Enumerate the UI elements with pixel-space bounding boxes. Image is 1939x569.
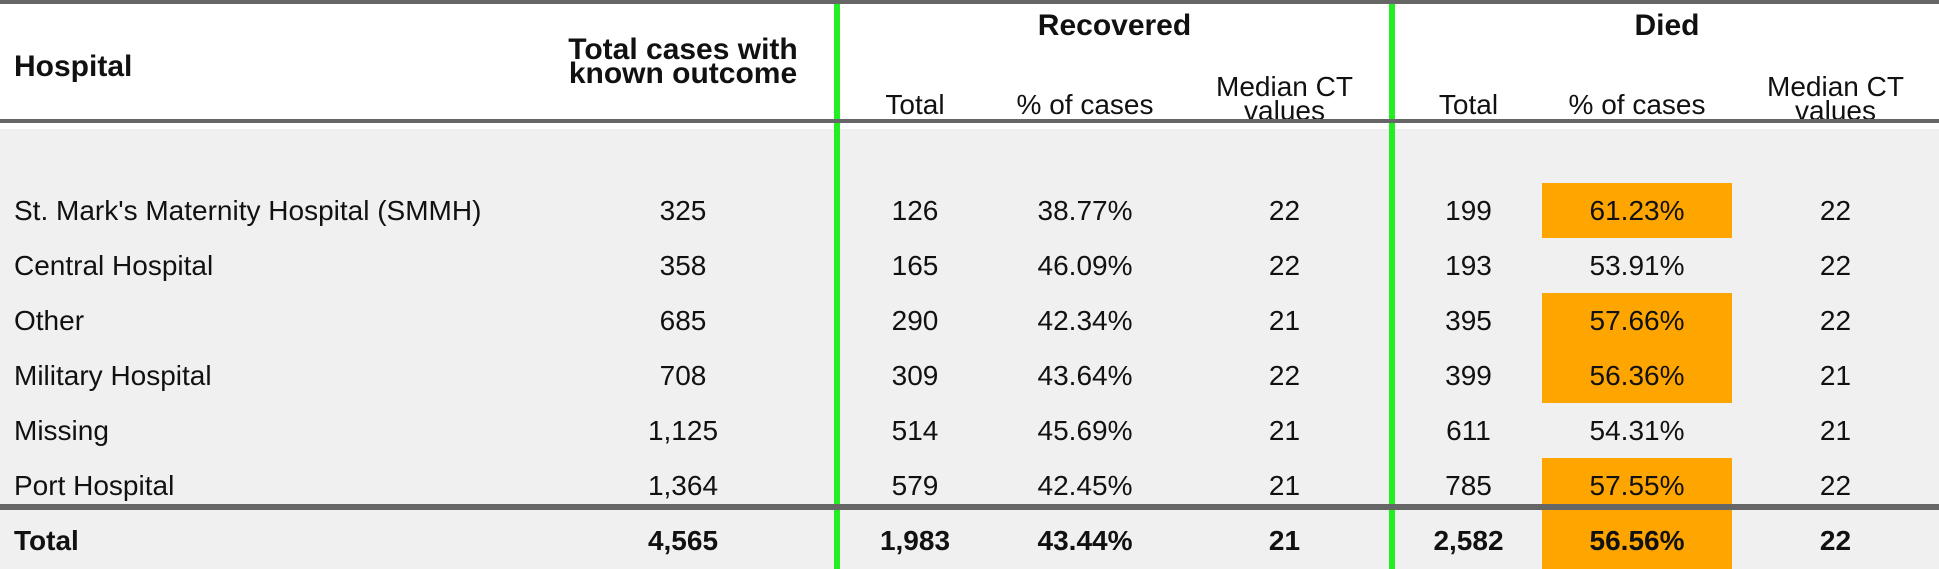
table-row: St. Mark's Maternity Hospital (SMMH) 325…: [0, 183, 1939, 238]
table-row: Military Hospital 708 309 43.64% 22 399 …: [0, 348, 1939, 403]
recovered-pct-cell: 43.64%: [990, 348, 1180, 403]
died-pct-cell: 57.66%: [1542, 293, 1732, 348]
recovered-median-cell: 21: [1180, 403, 1392, 458]
recovered-group-header: Recovered: [834, 4, 1392, 48]
recovered-pct-cell: 42.34%: [990, 293, 1180, 348]
hospital-cell: Total: [0, 513, 532, 569]
died-median-header: Median CT values: [1732, 48, 1939, 129]
total-cases-cell: 4,565: [532, 513, 837, 569]
recovered-total-cell: 290: [834, 293, 990, 348]
hospital-outcome-table: Hospital Total cases with known outcome R…: [0, 4, 1939, 569]
died-pct-cell: 61.23%: [1542, 183, 1732, 238]
recovered-total-header: Total: [834, 48, 990, 129]
header-rule: [0, 119, 1939, 123]
died-total-cell: 2,582: [1389, 513, 1542, 569]
total-row: Total 4,565 1,983 43.44% 21 2,582 56.56%…: [0, 513, 1939, 569]
total-cases-cell: 1,125: [532, 403, 837, 458]
died-total-header: Total: [1389, 48, 1542, 129]
recovered-median-cell: 22: [1180, 238, 1392, 293]
recovered-median-cell: 21: [1180, 458, 1392, 513]
hospital-cell: St. Mark's Maternity Hospital (SMMH): [0, 183, 532, 238]
died-median-header-line1: Median CT: [1767, 71, 1904, 102]
table-row: Central Hospital 358 165 46.09% 22 193 5…: [0, 238, 1939, 293]
died-median-cell: 22: [1732, 238, 1939, 293]
died-total-cell: 785: [1389, 458, 1542, 513]
died-median-cell: 22: [1732, 183, 1939, 238]
hospital-cell: Port Hospital: [0, 458, 532, 513]
died-median-cell: 21: [1732, 403, 1939, 458]
recovered-pct-cell: 42.45%: [990, 458, 1180, 513]
recovered-total-cell: 514: [834, 403, 990, 458]
died-total-cell: 193: [1389, 238, 1542, 293]
top-rule: [0, 0, 1939, 4]
died-median-cell: 22: [1732, 293, 1939, 348]
recovered-total-cell: 309: [834, 348, 990, 403]
died-pct-cell: 57.55%: [1542, 458, 1732, 513]
died-pct-header: % of cases: [1568, 89, 1706, 120]
total-cases-cell: 708: [532, 348, 837, 403]
recovered-pct-cell: 46.09%: [990, 238, 1180, 293]
sub-header-row: Total % of cases Median CT values Total %…: [0, 48, 1939, 129]
recovered-pct-header: % of cases: [1016, 89, 1154, 120]
died-median-cell: 22: [1732, 513, 1939, 569]
total-cases-header: Total cases with known outcome: [532, 4, 837, 129]
bottom-rule: [0, 504, 1939, 510]
recovered-median-cell: 22: [1180, 183, 1392, 238]
died-total-cell: 199: [1389, 183, 1542, 238]
hospital-cell: Military Hospital: [0, 348, 532, 403]
died-pct-cell: 54.31%: [1542, 403, 1732, 458]
recovered-total-cell: 579: [834, 458, 990, 513]
group-header-row: Hospital Total cases with known outcome R…: [0, 4, 1939, 89]
header-rule-spacer: [0, 129, 1939, 183]
table-body: St. Mark's Maternity Hospital (SMMH) 325…: [0, 129, 1939, 569]
died-pct-cell: 56.36%: [1542, 348, 1732, 403]
recovered-median-header: Median CT values: [1180, 48, 1392, 129]
total-cases-header-line1: Total cases with: [568, 33, 798, 66]
total-cases-cell: 358: [532, 238, 837, 293]
table-row: Other 685 290 42.34% 21 395 57.66% 22: [0, 293, 1939, 348]
recovered-median-cell: 21: [1180, 513, 1392, 569]
died-median-cell: 21: [1732, 348, 1939, 403]
table-row: Missing 1,125 514 45.69% 21 611 54.31% 2…: [0, 403, 1939, 458]
died-total-cell: 395: [1389, 293, 1542, 348]
recovered-pct-cell: 45.69%: [990, 403, 1180, 458]
recovered-total-cell: 1,983: [834, 513, 990, 569]
died-median-cell: 22: [1732, 458, 1939, 513]
died-total-cell: 611: [1389, 403, 1542, 458]
hospital-header: Hospital: [14, 49, 133, 83]
recovered-median-header-line1: Median CT: [1216, 71, 1353, 102]
total-cases-cell: 325: [532, 183, 837, 238]
recovered-total-cell: 126: [834, 183, 990, 238]
died-total-cell: 399: [1389, 348, 1542, 403]
hospital-cell: Missing: [0, 403, 532, 458]
total-cases-cell: 1,364: [532, 458, 837, 513]
died-group-header: Died: [1389, 4, 1939, 48]
died-pct-cell: 56.56%: [1542, 513, 1732, 569]
total-cases-cell: 685: [532, 293, 837, 348]
died-pct-cell: 53.91%: [1542, 238, 1732, 293]
hospital-cell: Central Hospital: [0, 238, 532, 293]
total-cases-header-line2: known outcome: [568, 57, 798, 90]
recovered-median-cell: 22: [1180, 348, 1392, 403]
recovered-median-cell: 21: [1180, 293, 1392, 348]
recovered-pct-cell: 38.77%: [990, 183, 1180, 238]
table-row: Port Hospital 1,364 579 42.45% 21 785 57…: [0, 458, 1939, 513]
hospital-cell: Other: [0, 293, 532, 348]
recovered-pct-cell: 43.44%: [990, 513, 1180, 569]
recovered-total-cell: 165: [834, 238, 990, 293]
